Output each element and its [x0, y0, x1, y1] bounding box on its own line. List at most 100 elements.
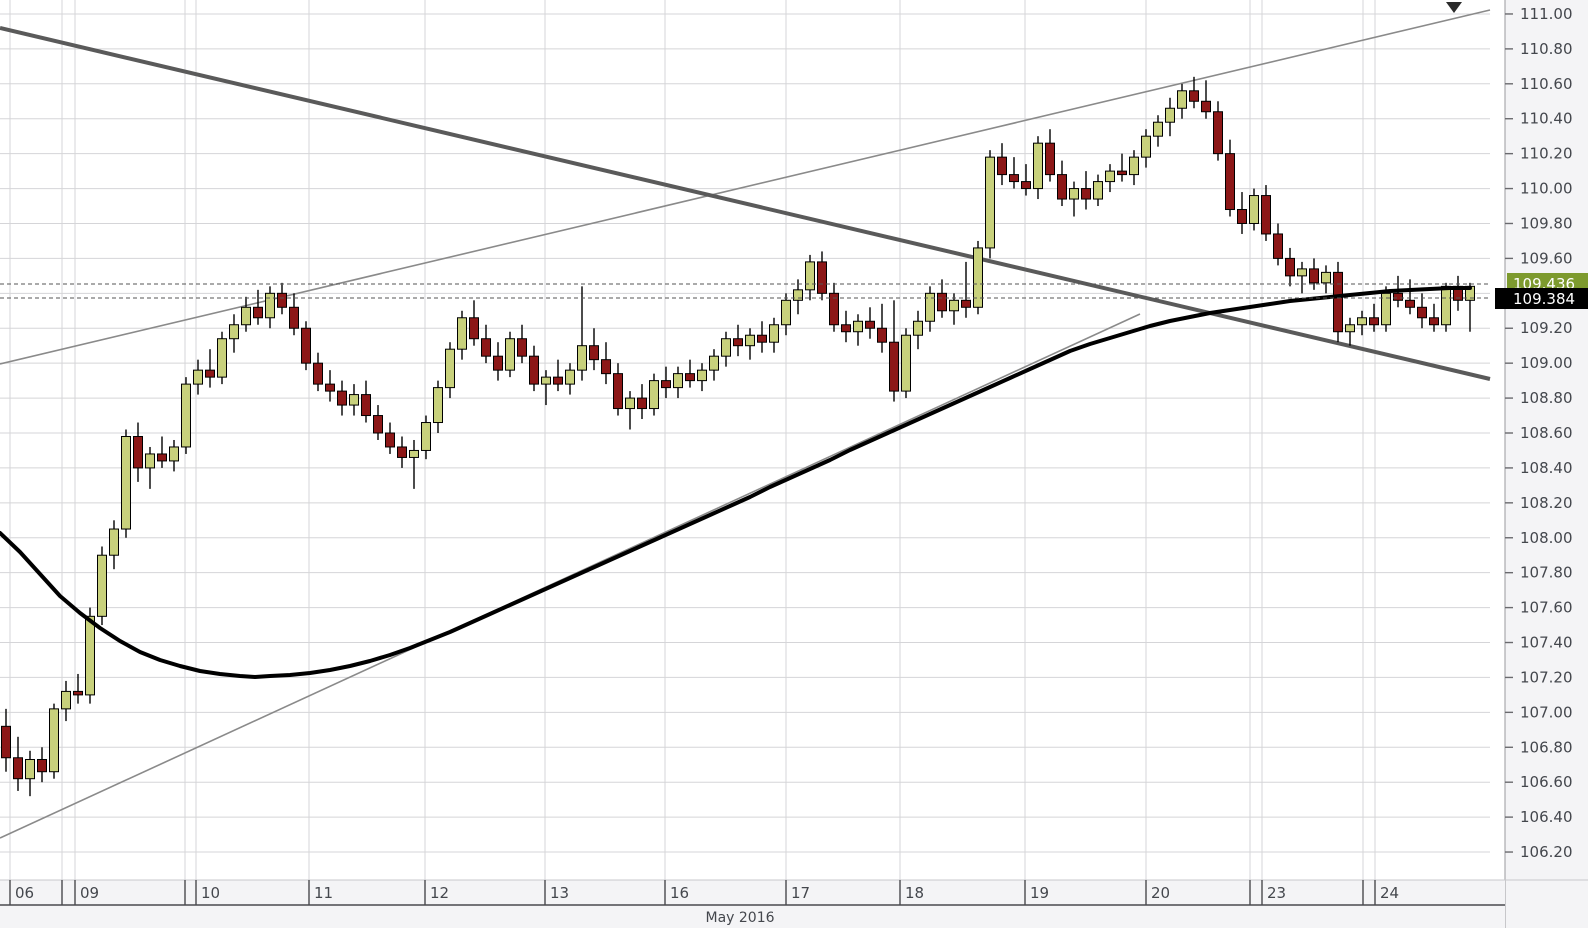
candle-body[interactable] [1333, 271, 1343, 333]
candle-body[interactable] [181, 383, 191, 448]
candle-body[interactable] [589, 345, 599, 361]
candle-body[interactable] [385, 432, 395, 448]
candle-body[interactable] [289, 306, 299, 329]
candle-body[interactable] [673, 373, 683, 389]
candle-body[interactable] [985, 156, 995, 249]
candle-body[interactable] [817, 261, 827, 294]
candle-body[interactable] [217, 338, 227, 378]
candle-body[interactable] [865, 320, 875, 329]
candle-body[interactable] [841, 324, 851, 333]
candle-body[interactable] [337, 390, 347, 406]
candle-body[interactable] [1081, 188, 1091, 200]
candle-body[interactable] [61, 690, 71, 710]
candle-body[interactable] [685, 373, 695, 382]
candle-body[interactable] [373, 415, 383, 434]
candle-body[interactable] [901, 334, 911, 392]
candle-body[interactable] [313, 362, 323, 385]
candle-body[interactable] [241, 306, 251, 326]
descending-trendline-line[interactable] [0, 26, 1491, 381]
candle-body[interactable] [1213, 111, 1223, 155]
candle-body[interactable] [781, 299, 791, 326]
candle-body[interactable] [997, 156, 1007, 176]
candle-body[interactable] [697, 369, 707, 382]
candle-body[interactable] [565, 369, 575, 385]
candle-body[interactable] [709, 355, 719, 371]
candle-body[interactable] [1057, 174, 1067, 200]
candle-body[interactable] [193, 369, 203, 385]
moving-average-overlay[interactable] [0, 286, 1472, 679]
candle-body[interactable] [1189, 90, 1199, 102]
candle-body[interactable] [661, 380, 671, 389]
candle-body[interactable] [169, 446, 179, 462]
candle-body[interactable] [1405, 299, 1415, 308]
candle-body[interactable] [301, 327, 311, 364]
candle-body[interactable] [1237, 209, 1247, 224]
candle-body[interactable] [1093, 181, 1103, 200]
candle-body[interactable] [325, 383, 335, 392]
candle-body[interactable] [721, 338, 731, 357]
candle-body[interactable] [469, 317, 479, 340]
candle-body[interactable] [13, 757, 23, 780]
candle-body[interactable] [1177, 90, 1187, 109]
candle-body[interactable] [397, 446, 407, 458]
candle-body[interactable] [1369, 317, 1379, 326]
candle-body[interactable] [1417, 306, 1427, 319]
candle-body[interactable] [1297, 268, 1307, 277]
candle-body[interactable] [1153, 121, 1163, 137]
candle-body[interactable] [253, 306, 263, 319]
candle-body[interactable] [1045, 142, 1055, 176]
candle-body[interactable] [73, 690, 83, 696]
candle-body[interactable] [949, 299, 959, 312]
candle-body[interactable] [49, 708, 59, 773]
candle-body[interactable] [1393, 292, 1403, 301]
candle-body[interactable] [913, 320, 923, 336]
secondary-price-tag[interactable]: 109.384 [1495, 288, 1588, 309]
candle-body[interactable] [109, 528, 119, 556]
candle-body[interactable] [505, 338, 515, 371]
price-level-lines[interactable] [0, 283, 1490, 299]
candle-body[interactable] [37, 758, 47, 773]
candle-body[interactable] [1309, 268, 1319, 284]
secondary-price-tag-bg[interactable] [1495, 288, 1588, 309]
candle-body[interactable] [553, 376, 563, 385]
candle-body[interactable] [133, 435, 143, 469]
candle-body[interactable] [205, 369, 215, 378]
candle-body[interactable] [1357, 317, 1367, 326]
candle-body[interactable] [649, 380, 659, 410]
candle-body[interactable] [97, 554, 107, 617]
candle-body[interactable] [1321, 271, 1331, 284]
candle-body[interactable] [1429, 317, 1439, 326]
candle-body[interactable] [1, 725, 11, 759]
candle-body[interactable] [1165, 107, 1175, 123]
candle-body[interactable] [601, 359, 611, 375]
candle-body[interactable] [937, 292, 947, 312]
candle-body[interactable] [613, 373, 623, 410]
candle-body[interactable] [973, 247, 983, 308]
candle-body[interactable] [889, 341, 899, 392]
candle-body[interactable] [1117, 170, 1127, 176]
candle-body[interactable] [1273, 233, 1283, 259]
candlestick-series[interactable] [1, 76, 1475, 797]
candle-body[interactable] [445, 348, 455, 389]
candle-body[interactable] [481, 338, 491, 357]
candle-body[interactable] [517, 338, 527, 357]
candle-body[interactable] [85, 615, 95, 696]
candle-body[interactable] [829, 292, 839, 326]
candle-body[interactable] [541, 376, 551, 385]
candle-body[interactable] [961, 299, 971, 308]
candle-body[interactable] [805, 261, 815, 291]
candle-body[interactable] [1441, 285, 1451, 326]
candle-body[interactable] [157, 453, 167, 462]
candle-body[interactable] [361, 394, 371, 417]
candle-body[interactable] [493, 355, 503, 371]
candle-body[interactable] [421, 422, 431, 451]
candle-body[interactable] [529, 355, 539, 385]
candle-body[interactable] [1033, 142, 1043, 190]
candle-body[interactable] [757, 334, 767, 343]
candle-body[interactable] [409, 449, 419, 458]
candle-body[interactable] [1141, 135, 1151, 158]
candle-body[interactable] [1021, 181, 1031, 190]
candle-body[interactable] [1261, 195, 1271, 235]
candle-body[interactable] [25, 758, 35, 780]
